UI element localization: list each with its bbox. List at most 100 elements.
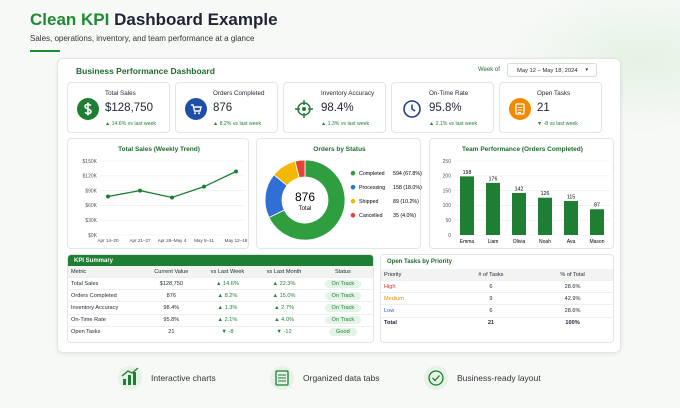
icon-part xyxy=(185,98,207,120)
week-label: Week of xyxy=(478,67,500,73)
kpi-icon xyxy=(401,98,423,120)
y-tick-label: $120K xyxy=(83,174,98,180)
icon xyxy=(185,98,207,120)
kpi-change: ▲ 2.1% vs last week xyxy=(429,121,478,127)
kpi-value: $128,750 xyxy=(105,102,153,114)
cell: Open Tasks xyxy=(68,325,144,338)
feature: Organized data tabs xyxy=(303,373,380,383)
y-tick-label: $90K xyxy=(85,188,97,194)
cell: 95.8% xyxy=(143,313,200,327)
cell: ▲ 4.0% xyxy=(255,313,313,327)
chart-title: Orders by Status xyxy=(313,146,366,153)
cell: On Track xyxy=(312,276,373,290)
value-label: 89 (10.2%) xyxy=(393,199,419,205)
cell: ▲ 2.7% xyxy=(255,301,313,315)
icon-part xyxy=(295,100,313,118)
icon-check xyxy=(424,366,448,390)
x-tick-label: Emma xyxy=(460,239,475,245)
kpi-icon xyxy=(77,98,99,120)
kpi-summary: KPI Summary Metric Current Value vs Last W… xyxy=(67,254,374,343)
value-label: 35 (4.0%) xyxy=(393,213,416,219)
cell: ▲ 2.1% xyxy=(199,313,256,327)
donut-chart: Orders by Status Completed 594 (67.8%) Proc… xyxy=(264,146,422,241)
legend-label: Shipped xyxy=(359,199,378,205)
bar xyxy=(564,200,578,235)
icon xyxy=(77,98,99,120)
week-select[interactable]: May 12 – May 18, 2024 ▾ xyxy=(507,63,597,77)
cell: 9 xyxy=(449,292,533,305)
kpi-card: Orders Completed 876 ▲ 8.2% vs last week xyxy=(175,82,278,133)
header-row: Metric Current Value vs Last Week vs Last M… xyxy=(68,266,373,278)
slice xyxy=(268,159,346,241)
cell: ▼ -12 xyxy=(255,325,313,338)
legend-label: Completed xyxy=(359,171,385,177)
cell: 6 xyxy=(449,304,533,318)
y-tick-label: 150 xyxy=(443,188,452,194)
status-pill: On Track xyxy=(324,291,362,300)
cell: ▲ 1.3% xyxy=(199,301,256,315)
y-tick-label: $30K xyxy=(85,218,97,224)
chart-title: Team Performance (Orders Completed) xyxy=(462,146,583,153)
summary-title: KPI Summary xyxy=(68,255,373,266)
cell: On-Time Rate xyxy=(68,313,144,327)
icon xyxy=(401,98,423,120)
kpi-icon xyxy=(509,98,531,120)
y-tick-label: 200 xyxy=(443,174,452,180)
bar xyxy=(486,182,500,235)
y-tick-label: 250 xyxy=(443,159,452,165)
icon xyxy=(509,98,531,120)
kpi-change: ▲ 8.2% vs last week xyxy=(213,121,262,127)
kpi-value: 95.8% xyxy=(429,102,462,114)
kpi-change: ▲ 1.3% vs last week xyxy=(321,121,370,127)
caret: ▾ xyxy=(585,67,588,73)
icon-part xyxy=(198,112,200,115)
y-tick-label: $60K xyxy=(85,203,97,209)
cell: ▲ 14.6% xyxy=(199,276,256,290)
cell: 98.4% xyxy=(143,301,200,315)
cell: 28.6% xyxy=(532,279,613,293)
kpi-value: 21 xyxy=(537,102,550,114)
cell: Total xyxy=(381,316,450,329)
kpi-icon xyxy=(293,98,315,120)
column-header: Status xyxy=(312,266,373,278)
legend-swatch xyxy=(350,198,356,204)
column-header: Metric xyxy=(68,266,144,278)
cell: 21 xyxy=(449,316,533,329)
y-tick-label: 100 xyxy=(443,203,452,209)
point xyxy=(234,169,238,174)
x-tick-label: Apr 14–20 xyxy=(97,238,119,243)
icon xyxy=(293,98,315,120)
value-label: 594 (67.8%) xyxy=(393,171,422,177)
cell: ▲ 22.3% xyxy=(255,276,313,290)
x-tick-label: Liam xyxy=(488,239,499,245)
pie-total: 876 xyxy=(295,190,315,204)
title-rest: Dashboard Example xyxy=(114,10,278,29)
point xyxy=(202,184,206,189)
value-label: 158 (18.0%) xyxy=(393,185,422,191)
cell: ▼ -8 xyxy=(199,325,256,338)
icon-tabs xyxy=(270,366,294,390)
kpi-change: ▲ 14.6% vs last week xyxy=(105,121,156,127)
kpi-card: On-Time Rate 95.8% ▲ 2.1% vs last week xyxy=(391,82,494,133)
bar xyxy=(538,197,552,235)
column-header: Priority xyxy=(381,269,450,281)
cell: ▲ 15.0% xyxy=(255,289,313,302)
line-card: Total Sales (Weekly Trend) $0K $30K $60K $90… xyxy=(67,138,249,249)
status-pill: Good xyxy=(329,328,357,337)
row: Inventory Accuracy 98.4% ▲ 1.3% ▲ 2.7% On Tr… xyxy=(68,301,373,315)
row: Total 21 100% xyxy=(381,316,613,329)
title: Clean KPI Dashboard Example xyxy=(30,10,278,30)
kpi-label: Total Sales xyxy=(105,90,136,97)
icon-charts xyxy=(118,366,142,390)
bar xyxy=(512,192,526,235)
legend-label: Cancelled xyxy=(359,213,383,219)
pie-total-label: Total xyxy=(299,206,312,212)
x-tick-label: Mason xyxy=(589,239,604,245)
point xyxy=(138,188,142,193)
kpi-card: Inventory Accuracy 98.4% ▲ 1.3% vs last we… xyxy=(283,82,386,133)
legend-swatch xyxy=(350,170,356,176)
legend-swatch xyxy=(350,184,356,190)
kpi-value: 98.4% xyxy=(321,102,354,114)
cell: On Track xyxy=(312,289,373,302)
